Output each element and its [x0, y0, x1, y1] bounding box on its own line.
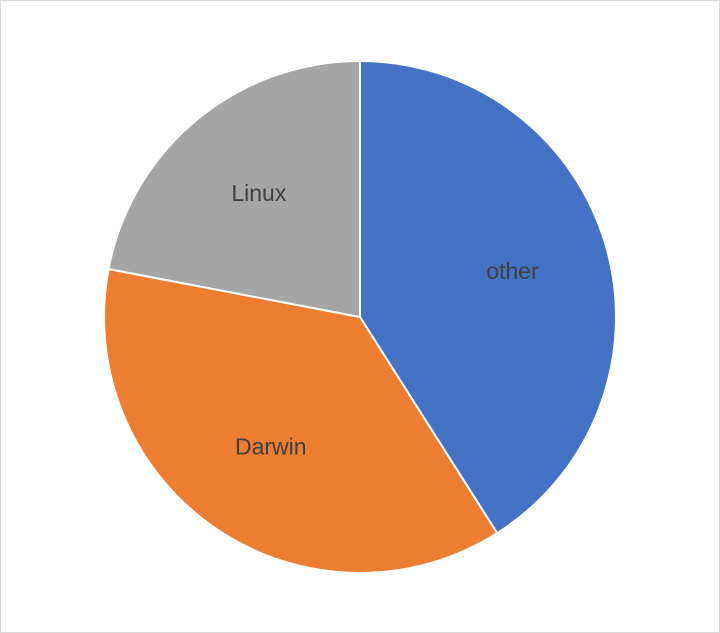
- pie-slices: [103, 59, 617, 574]
- pie-label-other: other: [486, 258, 539, 284]
- pie-slice-other: [359, 59, 617, 535]
- pie-slice-linux: [107, 59, 361, 319]
- pie-label-darwin: Darwin: [235, 433, 307, 459]
- pie-labels: other Darwin Linux: [231, 180, 539, 460]
- pie-slice-darwin: [103, 267, 499, 574]
- pie-label-linux: Linux: [231, 180, 286, 206]
